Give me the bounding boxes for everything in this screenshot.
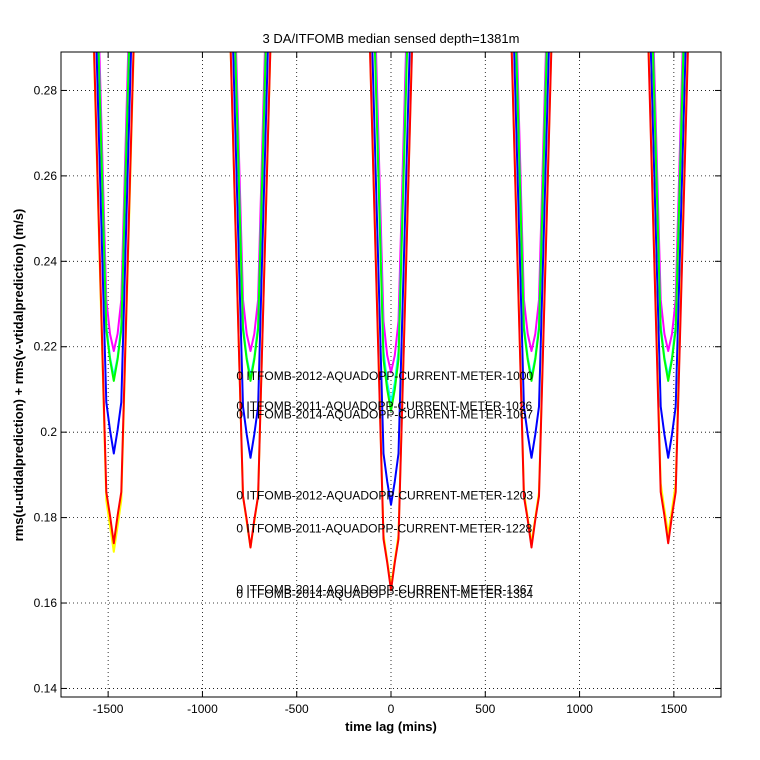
chart-title: 3 DA/ITFOMB median sensed depth=1381m (263, 31, 520, 46)
x-axis-ticks: -1500 -1000 -500 0 500 1000 1500 (93, 52, 688, 716)
series-annotation: 0 ITFOMB-2012-AQUADOPP-CURRENT-METER-120… (236, 489, 533, 503)
y-tick-label: 0.22 (34, 340, 58, 354)
series-line (95, 52, 687, 506)
series-line (98, 52, 684, 374)
series-annotation: 0 ITFOMB-2014-AQUADOPP-CURRENT-METER-106… (236, 407, 533, 421)
x-tick-label: -1000 (187, 702, 218, 716)
y-tick-label: 0.26 (34, 169, 58, 183)
series-annotation: 0 ITFOMB-2014-AQUADOPP-CURRENT-METER-136… (236, 583, 533, 597)
y-axis-ticks: 0.14 0.16 0.18 0.2 0.22 0.24 0.26 0.28 (34, 83, 721, 695)
annotations: 0 ITFOMB-2012-AQUADOPP-CURRENT-METER-100… (236, 369, 533, 601)
series-annotation: 0 ITFOMB-2014-AQUADOPP-CURRENT-METER-138… (236, 587, 533, 601)
x-axis-label: time lag (mins) (345, 719, 437, 734)
x-tick-label: -500 (285, 702, 309, 716)
series-group (92, 52, 689, 592)
x-tick-label: 1000 (566, 702, 593, 716)
series-line (93, 52, 689, 592)
y-tick-label: 0.16 (34, 596, 58, 610)
series-annotation: 0 ITFOMB-2012-AQUADOPP-CURRENT-METER-100… (236, 369, 533, 383)
y-tick-label: 0.14 (34, 681, 58, 695)
x-tick-label: 1500 (661, 702, 688, 716)
series-annotation: 0 ITFOMB-2011-AQUADOPP-CURRENT-METER-102… (236, 399, 532, 413)
y-axis-label: rms(u-utidalprediction) + rms(v-vtidalpr… (11, 209, 26, 542)
x-tick-label: -1500 (93, 702, 124, 716)
y-tick-label: 0.18 (34, 511, 58, 525)
x-tick-label: 500 (475, 702, 495, 716)
y-tick-label: 0.2 (40, 425, 57, 439)
x-tick-label: 0 (388, 702, 395, 716)
y-tick-label: 0.24 (34, 254, 58, 268)
series-annotation: 0 ITFOMB-2011-AQUADOPP-CURRENT-METER-122… (236, 522, 532, 536)
series-line (97, 52, 685, 404)
y-tick-label: 0.28 (34, 83, 58, 97)
series-line (97, 52, 685, 412)
